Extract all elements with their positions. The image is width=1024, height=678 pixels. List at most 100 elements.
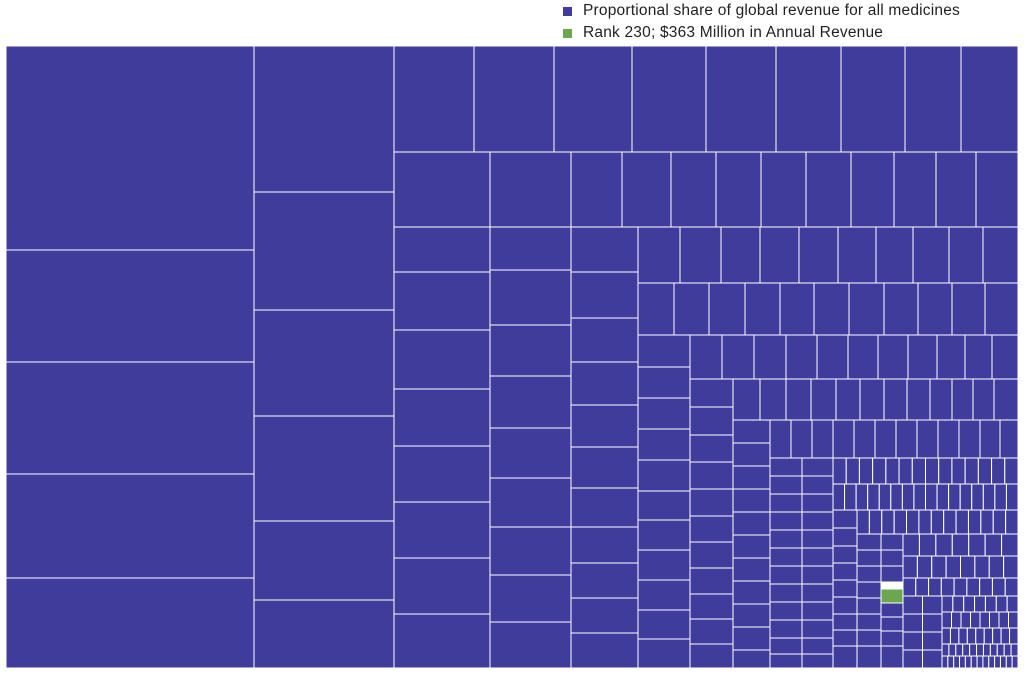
treemap-cell-45 [489, 427, 572, 479]
treemap-cell-290 [949, 627, 960, 645]
treemap-cell-103 [991, 334, 1019, 380]
treemap-cell-307 [1003, 643, 1012, 657]
treemap-cell-285 [979, 611, 990, 629]
treemap-cell-178 [885, 457, 900, 485]
treemap-cell-231 [856, 613, 882, 631]
treemap-cell-86 [637, 459, 691, 492]
treemap-cell-1 [5, 45, 255, 251]
treemap-cell-196 [925, 483, 938, 511]
treemap-cell-150 [769, 457, 803, 477]
treemap-cell-296 [1000, 627, 1011, 645]
treemap-cell-233 [856, 645, 882, 669]
treemap-cell-127 [732, 419, 771, 444]
treemap-cell-52 [570, 317, 639, 363]
treemap-cell-217 [906, 509, 920, 535]
treemap-cell-116 [759, 378, 787, 421]
treemap-cell-89 [637, 549, 691, 581]
treemap-cell-22 [489, 151, 572, 228]
treemap-cell-107 [689, 461, 734, 490]
treemap-cell-303 [976, 643, 984, 657]
treemap-cell-112 [689, 593, 734, 620]
treemap-cell-28 [805, 151, 852, 228]
treemap-cell-74 [744, 282, 781, 336]
treemap-cell-288 [1008, 611, 1019, 629]
treemap-cell-302 [969, 643, 978, 657]
treemap-cell-81 [984, 282, 1019, 336]
treemap-cell-236 [880, 565, 904, 583]
treemap-cell-188 [832, 483, 846, 511]
treemap-cell-67 [875, 226, 914, 284]
treemap-cell-94 [721, 334, 755, 380]
treemap-cell-76 [813, 282, 850, 336]
treemap-cell-258 [915, 577, 930, 597]
treemap-cell-87 [637, 490, 691, 521]
treemap-cell-201 [982, 483, 996, 511]
treemap-cell-144 [895, 419, 918, 459]
treemap-cell-10 [253, 520, 395, 601]
treemap-cell-309 [941, 655, 949, 669]
treemap-cell-80 [951, 282, 986, 336]
treemap-cell-131 [732, 511, 771, 536]
treemap-cell-222 [967, 509, 982, 535]
treemap-cell-229 [856, 581, 882, 599]
treemap-cell-90 [637, 579, 691, 611]
treemap-cell-245 [951, 533, 970, 557]
treemap-cell-171 [801, 619, 834, 639]
treemap-cell-179 [898, 457, 913, 485]
treemap-cell-279 [995, 595, 1008, 613]
treemap-cell-257 [902, 577, 917, 597]
treemap-cell-69 [948, 226, 984, 284]
treemap-cell-95 [753, 334, 787, 380]
treemap-cell-259 [928, 577, 942, 597]
treemap-cell-206 [832, 545, 858, 564]
treemap-cell-105 [689, 406, 734, 436]
treemap-cell-312 [959, 655, 966, 669]
legend-label-all-medicines: Proportional share of global revenue for… [583, 2, 960, 19]
treemap-cell-299 [948, 643, 957, 657]
treemap-cell-278 [984, 595, 997, 613]
treemap-cell-221 [955, 509, 969, 535]
treemap-cell-34 [393, 271, 491, 331]
treemap-cell-235 [880, 549, 904, 567]
treemap-cell-289 [941, 627, 951, 645]
treemap-cell-15 [631, 45, 707, 153]
treemap-cell-268 [902, 613, 923, 633]
treemap-cell-149 [999, 419, 1019, 459]
treemap-cell-130 [732, 488, 771, 513]
treemap-cell-260 [940, 577, 955, 597]
treemap-cell-191 [867, 483, 880, 511]
treemap-cell-50 [570, 226, 639, 273]
treemap-cell-316 [982, 655, 990, 669]
treemap-cell-306 [996, 643, 1005, 657]
treemap-cell-291 [958, 627, 968, 645]
treemap-cell-211 [832, 629, 858, 647]
treemap-cell-176 [858, 457, 874, 485]
treemap-cell-93 [689, 334, 723, 380]
treemap-cell-262 [966, 577, 981, 597]
treemap-cell-194 [901, 483, 915, 511]
treemap-cell-128 [732, 442, 771, 467]
treemap-cell-202 [994, 483, 1007, 511]
treemap-cell-114 [689, 643, 734, 669]
treemap-cell-32 [975, 151, 1019, 228]
treemap-cell-48 [489, 574, 572, 623]
treemap-cell-145 [916, 419, 939, 459]
treemap-cell-14 [553, 45, 633, 153]
treemap-cell-71 [637, 282, 675, 336]
treemap-cell-187 [1004, 457, 1019, 485]
treemap-cell-180 [911, 457, 926, 485]
treemap-cell-18 [840, 45, 906, 153]
treemap-cell-181 [925, 457, 940, 485]
treemap-cell-209 [832, 596, 858, 615]
treemap-cell-214 [868, 509, 883, 535]
treemap-cell-43 [489, 324, 572, 377]
treemap-cell-224 [992, 509, 1007, 535]
treemap-cell-3 [5, 361, 255, 475]
treemap-cell-270 [902, 631, 923, 651]
treemap-cell-252 [945, 555, 961, 579]
legend-item-all-medicines: Proportional share of global revenue for… [563, 0, 1013, 22]
treemap-cell-121 [883, 378, 908, 421]
treemap-cell-20 [960, 45, 1019, 153]
treemap-cell-17 [775, 45, 842, 153]
treemap-cell-152 [769, 493, 803, 513]
